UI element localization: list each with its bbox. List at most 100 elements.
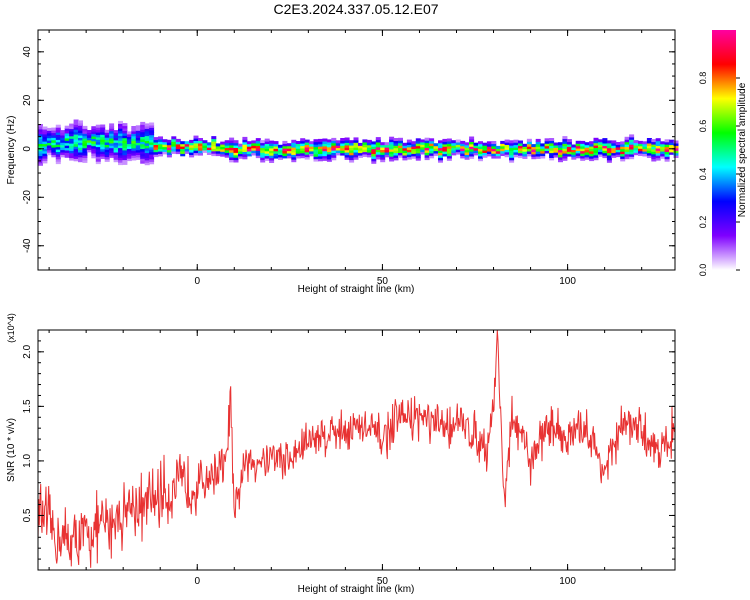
spectrogram-cell (393, 140, 399, 144)
spectrogram-cell (78, 159, 83, 163)
spectrogram-cell (606, 152, 612, 156)
spectrogram-cell (664, 146, 670, 150)
spectrogram-cell (371, 146, 377, 150)
spectrogram-cell (78, 144, 83, 148)
spectrogram-cell (69, 152, 75, 156)
spectrogram-cell (522, 153, 528, 157)
spectrogram-cell (358, 155, 363, 158)
spectrogram-cell (242, 141, 248, 145)
spectrogram-cell (286, 148, 292, 152)
spectrogram-cell (109, 133, 115, 137)
spectrogram-cell (78, 151, 83, 155)
spectrogram-cell (482, 152, 488, 156)
spectrogram-cell (64, 130, 70, 134)
spectrogram-cell (606, 140, 612, 144)
spectrogram-cell (642, 148, 648, 152)
spectrogram-cell (162, 146, 168, 150)
spectrogram-cell (415, 140, 421, 144)
colorbar-tick-label: 0.8 (698, 72, 708, 85)
spectrogram-cell (553, 154, 559, 158)
spectrogram-cell (149, 156, 155, 160)
spectrogram-cell (260, 140, 266, 144)
spectrogram-cell (113, 154, 119, 158)
spectrogram-cell (42, 145, 48, 149)
spectrogram-cell (251, 150, 257, 154)
spectrogram-cell (486, 146, 492, 150)
spectrogram-cell (402, 152, 408, 156)
spectrogram-cell (144, 140, 150, 144)
spectrogram-cell (215, 150, 221, 154)
spectrogram-cell (589, 153, 595, 157)
spectrogram-y-tick-label: 0 (22, 146, 33, 152)
spectrogram-cell (220, 151, 226, 155)
spectrogram-cell (260, 149, 266, 153)
spectrogram-cell (211, 145, 217, 149)
spectrogram-cell (233, 147, 239, 151)
spectrogram-cell (398, 147, 403, 151)
spectrogram-cell (149, 149, 155, 153)
spectrogram-cell (206, 147, 212, 151)
spectrogram-cell (82, 128, 88, 132)
spectrogram-cell (100, 148, 106, 152)
spectrogram-cell (144, 135, 150, 139)
spectrogram-cell (424, 145, 430, 148)
spectrogram-cell (602, 145, 608, 149)
spectrogram-cell (238, 146, 243, 150)
spectrogram-cell (549, 145, 555, 149)
spectrogram-cell (509, 157, 515, 161)
spectrogram-cell (233, 159, 239, 163)
spectrogram-cell (406, 154, 412, 158)
spectrogram-cell (660, 151, 666, 154)
spectrogram-cell (202, 140, 208, 144)
spectrogram-cell (42, 136, 48, 140)
spectrogram-cell (340, 150, 346, 154)
spectrogram-cell (340, 152, 346, 156)
spectrogram-cell (335, 145, 341, 149)
spectrogram-cell (118, 125, 123, 129)
spectrogram-cell (455, 144, 461, 148)
spectrogram-cell (411, 146, 417, 150)
spectrogram-cell (198, 142, 203, 146)
spectrogram-cell (464, 149, 470, 153)
spectrogram-cell (38, 124, 43, 127)
spectrogram-cell (482, 150, 488, 153)
spectrogram-cell (393, 142, 399, 146)
spectrogram-cell (406, 139, 412, 143)
spectrogram-cell (429, 152, 435, 156)
spectrogram-cell (562, 155, 568, 159)
spectrogram-cell (664, 139, 670, 143)
spectrogram-cell (353, 156, 359, 160)
spectrogram-cell (189, 142, 195, 146)
spectrogram-cell (251, 152, 257, 156)
spectrogram-cell (580, 153, 586, 157)
spectrogram-cell (335, 150, 341, 153)
spectrogram-cell (73, 136, 79, 140)
spectrogram-cell (184, 148, 190, 152)
spectrogram-cell (446, 145, 452, 149)
spectrogram-cell (282, 153, 288, 156)
spectrogram-cell (229, 154, 235, 158)
spectrogram-cell (140, 121, 146, 125)
spectrogram-cell (118, 147, 123, 151)
spectrogram-cell (344, 137, 350, 141)
snr-x-label: Height of straight line (km) (298, 584, 415, 595)
spectrogram-cell (291, 142, 297, 146)
spectrogram-cell (140, 126, 146, 130)
spectrogram-cell (380, 159, 386, 163)
spectrogram-cell (349, 159, 355, 163)
spectrogram-cell (513, 142, 519, 146)
spectrogram-cell (118, 142, 123, 146)
spectrogram-cell (295, 145, 301, 149)
spectrogram-cell (380, 142, 386, 146)
colorbar-label: Normalized spectral amplitude (737, 82, 748, 217)
spectrogram-cell (673, 152, 679, 156)
spectrogram-cell (131, 147, 137, 151)
spectrogram-cell (251, 147, 257, 151)
spectrogram-cell (331, 154, 337, 158)
spectrogram-cell (673, 150, 679, 154)
spectrogram-cell (202, 147, 208, 151)
spectrogram-cell (175, 141, 181, 145)
spectrogram-cell (620, 155, 626, 159)
spectrogram-cell (362, 139, 368, 143)
spectrogram-cell (460, 155, 466, 159)
